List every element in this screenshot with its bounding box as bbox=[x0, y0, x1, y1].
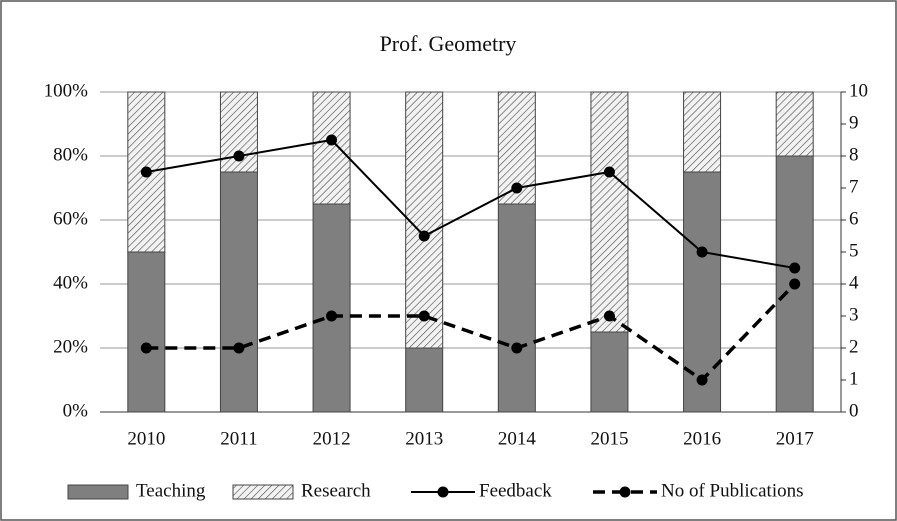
x-tick-label: 2010 bbox=[127, 428, 165, 449]
bar bbox=[497, 203, 536, 413]
x-tick-label: 2014 bbox=[498, 428, 537, 449]
x-tick-label: 2015 bbox=[590, 428, 628, 449]
legend-label: Teaching bbox=[136, 480, 206, 501]
y2-tick-label: 3 bbox=[849, 304, 859, 325]
point bbox=[418, 310, 430, 322]
y2-tick-label: 8 bbox=[849, 144, 859, 165]
y2-tick-label: 1 bbox=[849, 368, 859, 389]
bar bbox=[405, 91, 444, 349]
legend-swatch bbox=[437, 486, 449, 498]
y2-tick-label: 9 bbox=[849, 112, 859, 133]
y2-tick-label: 10 bbox=[849, 80, 868, 101]
y2-tick-label: 6 bbox=[849, 208, 859, 229]
point bbox=[696, 246, 708, 258]
bar bbox=[312, 91, 351, 205]
y-tick-label: 40% bbox=[53, 272, 88, 293]
bar bbox=[127, 251, 166, 413]
legend-swatch bbox=[232, 484, 294, 500]
y2-tick-label: 4 bbox=[849, 272, 859, 293]
x-tick-label: 2017 bbox=[776, 428, 814, 449]
bar bbox=[219, 171, 258, 413]
y-tick-label: 100% bbox=[44, 80, 89, 101]
y2-tick-label: 2 bbox=[849, 336, 859, 357]
legend-label: Feedback bbox=[479, 480, 552, 501]
point bbox=[326, 134, 338, 146]
bar bbox=[312, 203, 351, 413]
legend-label: Research bbox=[301, 480, 371, 501]
point bbox=[696, 374, 708, 386]
y-tick-label: 20% bbox=[53, 336, 88, 357]
point bbox=[326, 310, 338, 322]
x-tick-label: 2012 bbox=[313, 428, 351, 449]
line bbox=[146, 138, 795, 269]
y-tick-label: 60% bbox=[53, 208, 88, 229]
y2-tick-label: 0 bbox=[849, 400, 859, 421]
bar bbox=[590, 331, 629, 413]
x-tick-label: 2016 bbox=[683, 428, 721, 449]
legend-label: No of Publications bbox=[661, 480, 804, 501]
y2-tick-label: 5 bbox=[849, 240, 859, 261]
point bbox=[233, 150, 245, 162]
point bbox=[603, 310, 615, 322]
bar bbox=[405, 347, 444, 413]
legend-swatch bbox=[67, 484, 129, 500]
point bbox=[140, 342, 152, 354]
bar bbox=[590, 91, 629, 333]
y-tick-label: 80% bbox=[53, 144, 88, 165]
point bbox=[789, 262, 801, 274]
y2-tick-label: 7 bbox=[849, 176, 859, 197]
point bbox=[140, 166, 152, 178]
point bbox=[418, 230, 430, 242]
bar bbox=[775, 91, 814, 157]
point bbox=[233, 342, 245, 354]
point bbox=[789, 278, 801, 290]
point bbox=[603, 166, 615, 178]
bar bbox=[683, 91, 722, 173]
point bbox=[511, 342, 523, 354]
point bbox=[511, 182, 523, 194]
legend-swatch bbox=[619, 486, 631, 498]
x-tick-label: 2013 bbox=[405, 428, 443, 449]
y-tick-label: 0% bbox=[63, 400, 89, 421]
line bbox=[146, 282, 796, 383]
chart-title: Prof. Geometry bbox=[380, 31, 517, 56]
x-tick-label: 2011 bbox=[220, 428, 257, 449]
